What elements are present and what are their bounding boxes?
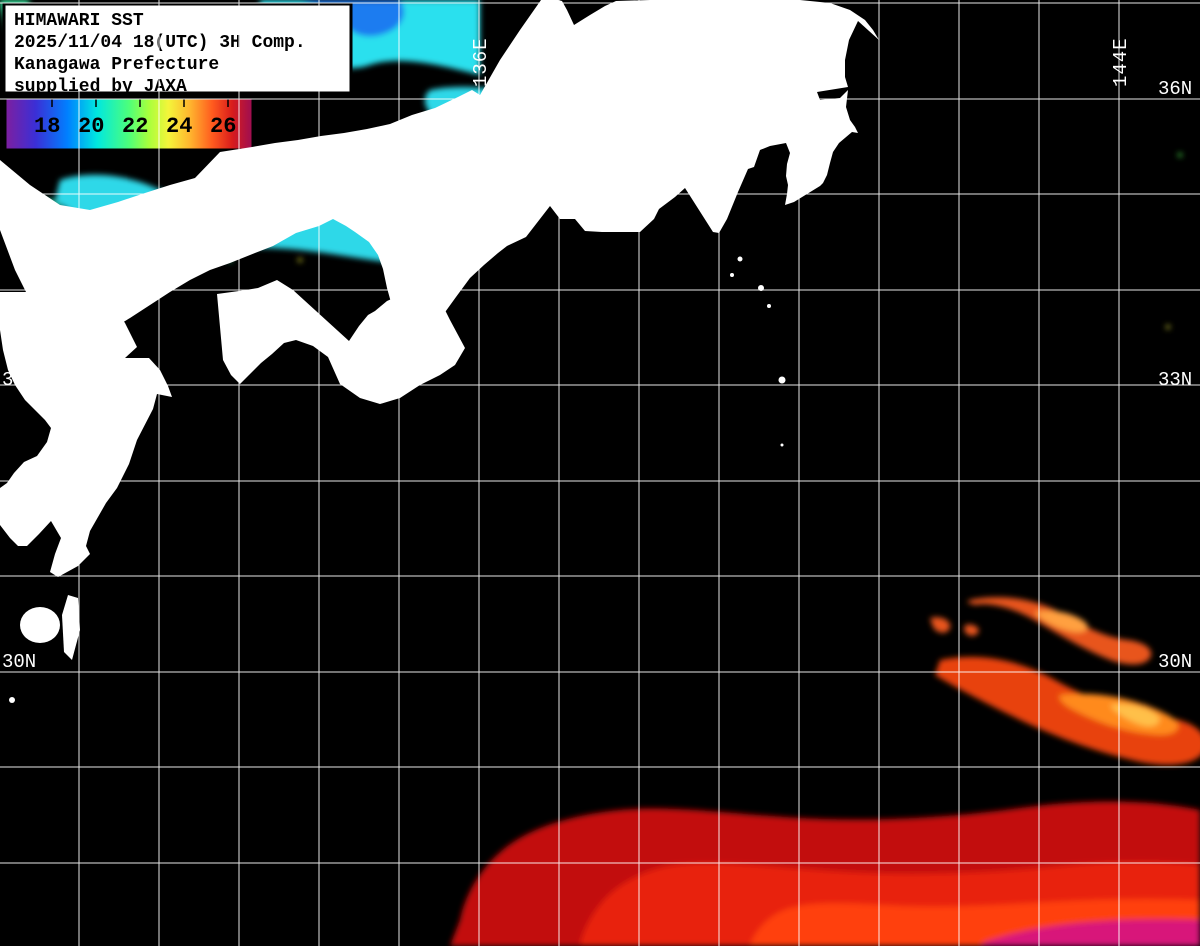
- svg-text:24: 24: [166, 114, 192, 139]
- svg-text:18: 18: [34, 114, 60, 139]
- svg-text:2025/11/04 18(UTC) 3H Comp.: 2025/11/04 18(UTC) 3H Comp.: [14, 33, 306, 53]
- svg-text:33N: 33N: [1158, 369, 1192, 391]
- svg-text:30N: 30N: [1158, 651, 1192, 673]
- svg-text:22: 22: [122, 114, 148, 139]
- svg-text:30N: 30N: [2, 651, 36, 673]
- svg-text:20: 20: [78, 114, 104, 139]
- svg-text:Kanagawa Prefecture: Kanagawa Prefecture: [14, 55, 219, 75]
- svg-text:supplied by JAXA: supplied by JAXA: [14, 77, 187, 97]
- svg-text:36N: 36N: [1158, 78, 1192, 100]
- svg-text:144E: 144E: [1110, 37, 1132, 87]
- svg-text:136E: 136E: [470, 37, 492, 87]
- svg-text:26: 26: [210, 114, 236, 139]
- svg-text:33N: 33N: [2, 369, 36, 391]
